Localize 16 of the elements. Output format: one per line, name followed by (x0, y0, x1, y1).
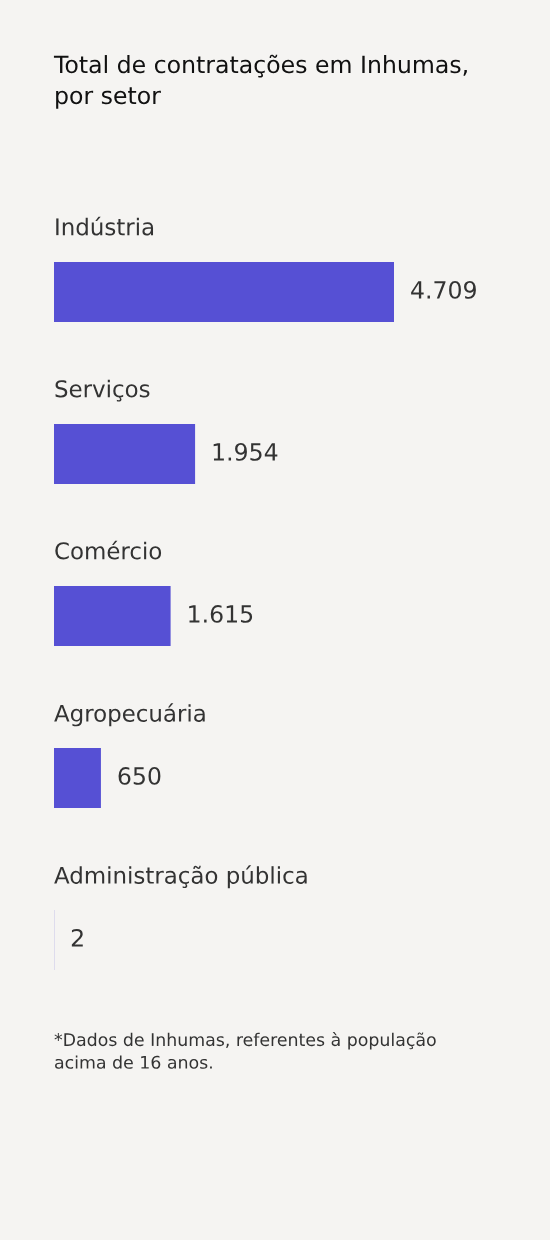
y-tick-label: Serviços (55, 379, 150, 402)
y-tick-label: Comércio (55, 540, 162, 560)
bar (54, 424, 196, 484)
data-label: 1.615 (189, 604, 253, 623)
data-label: 2 (71, 928, 83, 947)
y-tick-label: Administração pública (54, 865, 307, 889)
bar (54, 262, 394, 322)
data-label: 1.954 (213, 442, 278, 461)
bar (54, 586, 171, 646)
data-label: 650 (118, 766, 161, 785)
chart-title: Total de contratações em Inhumas, por setor (53, 54, 467, 109)
data-label: 4.709 (411, 280, 476, 299)
y-tick-label: Indústria (56, 216, 154, 236)
y-tick-label: Agropecuária (54, 703, 205, 727)
bar (54, 748, 101, 808)
text: *Dados de Inhumas, referentes à população acima de 16 anos. (54, 1032, 436, 1069)
